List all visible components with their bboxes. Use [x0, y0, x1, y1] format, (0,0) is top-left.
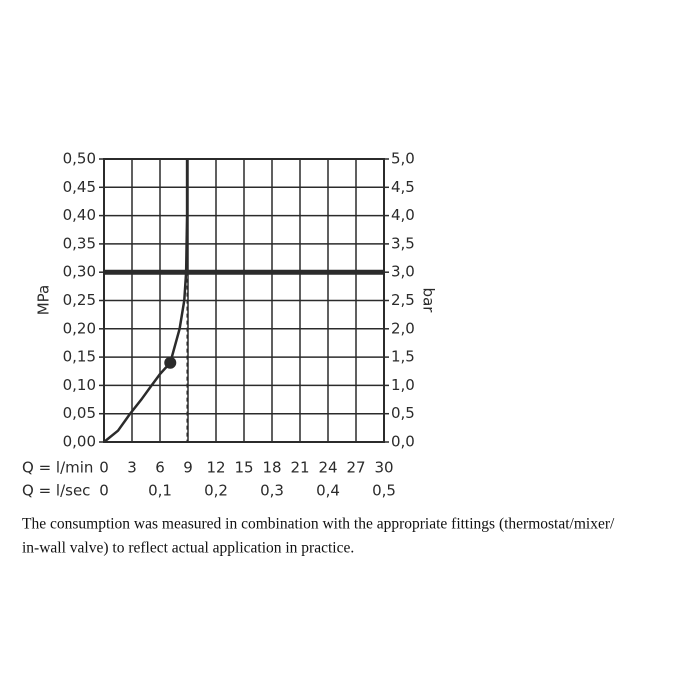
x2-tick-label: 0,4 — [316, 482, 340, 500]
x-tick-label: 21 — [290, 459, 309, 477]
x-tick-label: 12 — [206, 459, 225, 477]
plot-frame — [103, 158, 385, 443]
y-tick-label: 0,45 — [63, 178, 96, 196]
x-tick-label: 15 — [234, 459, 253, 477]
x-tick-label: 18 — [262, 459, 281, 477]
y-tick-label: 0,50 — [63, 150, 96, 168]
x2-tick-label: 0,2 — [204, 482, 228, 500]
y2-tick-label: 2,5 — [391, 291, 415, 309]
y2-tick-label: 3,5 — [391, 234, 415, 252]
x-axis-label: Q = l/min — [22, 459, 93, 477]
x-tick-label: 24 — [318, 459, 337, 477]
x-tick-label: 6 — [155, 459, 165, 477]
x-tick-label: 30 — [374, 459, 393, 477]
y-tick-label: 0,30 — [63, 263, 96, 281]
x2-tick-label: 0 — [99, 482, 109, 500]
x-tick-label: 27 — [346, 459, 365, 477]
y2-tick-label: 1,0 — [391, 376, 415, 394]
y2-tick-label: 4,0 — [391, 206, 415, 224]
y2-axis-label: bar — [420, 288, 438, 314]
x2-tick-label: 0,1 — [148, 482, 172, 500]
x2-tick-label: 0,5 — [372, 482, 396, 500]
caption-line: in-wall valve) to reflect actual applica… — [22, 540, 354, 557]
x2-axis-label: Q = l/sec — [22, 482, 90, 500]
y2-tick-label: 3,0 — [391, 263, 415, 281]
y-tick-label: 0,40 — [63, 206, 96, 224]
y2-tick-label: 2,0 — [391, 319, 415, 337]
y2-tick-label: 1,5 — [391, 348, 415, 366]
operating-point — [164, 356, 177, 369]
y-tick-label: 0,00 — [63, 433, 96, 451]
caption-line: The consumption was measured in combinat… — [22, 516, 615, 533]
y-tick-label: 0,05 — [63, 404, 96, 422]
curve — [103, 159, 189, 443]
y-tick-label: 0,15 — [63, 348, 96, 366]
y-tick-label: 0,20 — [63, 319, 96, 337]
x-tick-label: 3 — [127, 459, 137, 477]
y-axis-label: MPa — [35, 285, 53, 316]
y2-tick-label: 0,0 — [391, 433, 415, 451]
x2-tick-label: 0,3 — [260, 482, 284, 500]
x-tick-label: 0 — [99, 459, 109, 477]
y2-tick-label: 0,5 — [391, 404, 415, 422]
y-tick-label: 0,35 — [63, 234, 96, 252]
x-tick-label: 9 — [183, 459, 193, 477]
y-tick-label: 0,10 — [63, 376, 96, 394]
y2-tick-label: 4,5 — [391, 178, 415, 196]
y2-tick-label: 5,0 — [391, 150, 415, 168]
y-tick-label: 0,25 — [63, 291, 96, 309]
